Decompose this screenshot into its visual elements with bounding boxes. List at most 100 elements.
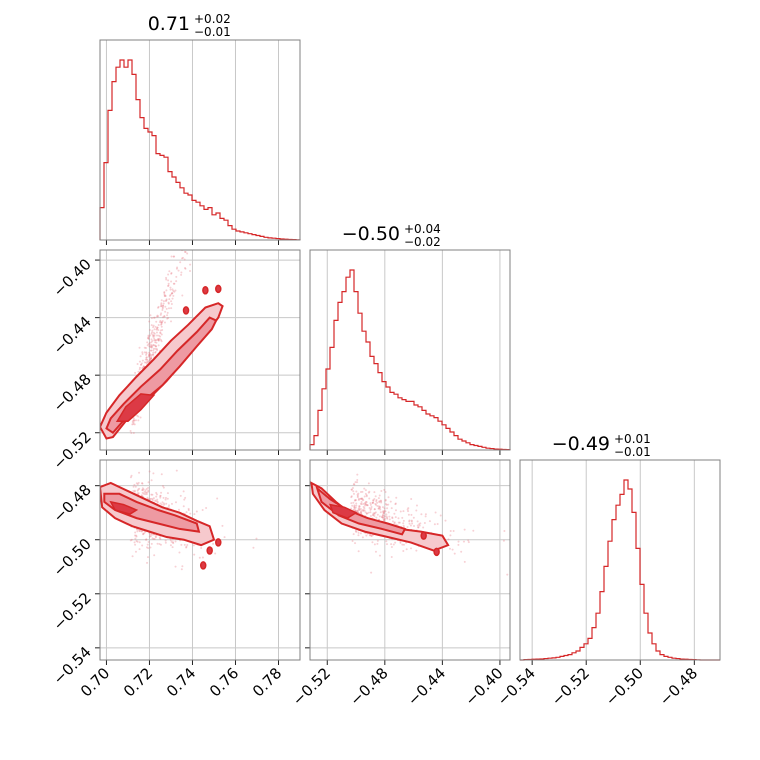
sample-point <box>148 470 151 473</box>
sample-point <box>423 522 426 525</box>
sample-point <box>365 495 368 498</box>
sample-point <box>202 178 204 180</box>
sample-point <box>151 533 154 536</box>
sample-point <box>142 532 145 535</box>
sample-point <box>138 548 141 551</box>
sample-point <box>160 322 163 325</box>
sample-point <box>372 512 375 515</box>
param-title-lower: −0.01 <box>614 445 651 459</box>
sample-point <box>159 496 162 499</box>
sample-point <box>434 511 437 514</box>
sample-point <box>359 511 362 514</box>
sample-point <box>157 306 160 309</box>
sample-point <box>360 497 363 500</box>
sample-point <box>359 497 362 500</box>
sample-point <box>153 554 156 557</box>
sample-point <box>160 321 163 324</box>
sample-point <box>213 156 215 158</box>
sample-point <box>364 503 367 506</box>
sample-point <box>372 513 375 516</box>
y-tick-label: −0.52 <box>50 589 95 634</box>
sample-point <box>175 280 178 283</box>
sample-point <box>393 512 396 515</box>
sample-point <box>362 508 365 511</box>
sample-point <box>362 502 365 505</box>
sample-point <box>198 200 200 202</box>
sample-point <box>377 505 380 508</box>
sample-point <box>360 497 363 500</box>
sample-point <box>355 499 358 502</box>
sample-point <box>156 349 159 352</box>
sample-point <box>370 505 373 508</box>
sample-point <box>142 365 145 368</box>
sample-point <box>159 502 162 505</box>
sample-point <box>387 496 390 499</box>
sample-point <box>365 504 368 507</box>
sample-point <box>129 476 132 479</box>
histogram-step-line <box>309 269 511 451</box>
sample-point <box>359 508 362 511</box>
sample-point <box>160 340 163 343</box>
sample-point <box>364 489 367 492</box>
joint-panel-2: −0.52 −0.48 −0.44 −0.40 <box>289 459 511 709</box>
sample-point <box>382 518 385 521</box>
sample-point <box>368 534 371 537</box>
sample-point <box>354 481 357 484</box>
sample-point <box>369 514 372 517</box>
sample-point <box>156 326 159 329</box>
y-tick-label: −0.48 <box>50 481 95 526</box>
sample-point <box>152 497 155 500</box>
sample-point <box>374 502 377 505</box>
sample-point <box>388 515 391 518</box>
sample-point <box>140 530 143 533</box>
sample-point <box>137 488 140 491</box>
sample-point <box>156 326 159 329</box>
sample-point <box>145 487 148 490</box>
sample-point <box>373 498 376 501</box>
sample-point <box>131 420 134 423</box>
sample-point <box>352 483 355 486</box>
sample-point <box>242 53 244 55</box>
x-tick-label: −0.52 <box>289 664 334 709</box>
sample-point <box>467 539 470 542</box>
sample-point <box>356 481 359 484</box>
x-tick-label: −0.50 <box>602 664 647 709</box>
contour-island <box>182 306 190 315</box>
sample-point <box>167 301 170 304</box>
sample-point <box>157 338 160 341</box>
sample-point <box>182 247 184 249</box>
sample-point <box>146 341 149 344</box>
sample-point <box>399 510 402 513</box>
sample-point <box>163 321 166 324</box>
sample-point <box>157 344 160 347</box>
sample-point <box>368 497 371 500</box>
sample-point <box>150 354 153 357</box>
sample-point <box>175 267 178 270</box>
sample-point <box>382 519 385 522</box>
sample-point <box>350 502 353 505</box>
sample-point <box>394 503 397 506</box>
sample-point <box>353 506 356 509</box>
y-tick-label: −0.48 <box>50 370 95 415</box>
sample-point <box>167 302 170 305</box>
sample-point <box>417 526 420 529</box>
sample-point <box>215 149 217 151</box>
sample-point <box>197 220 199 222</box>
sample-point <box>149 314 152 317</box>
contour-level-3 <box>115 393 156 422</box>
sample-point <box>167 282 170 285</box>
sample-point <box>164 300 167 303</box>
sample-point <box>373 508 376 511</box>
sample-point <box>205 506 208 509</box>
sample-point <box>154 499 157 502</box>
sample-point <box>160 503 163 506</box>
sample-point <box>145 493 148 496</box>
sample-point <box>358 506 361 509</box>
sample-point <box>156 338 159 341</box>
sample-point <box>133 490 136 493</box>
param-title-value: 0.71 <box>148 13 190 35</box>
sample-point <box>374 550 377 553</box>
sample-point <box>159 332 162 335</box>
sample-point <box>138 346 141 349</box>
sample-point <box>137 370 140 373</box>
